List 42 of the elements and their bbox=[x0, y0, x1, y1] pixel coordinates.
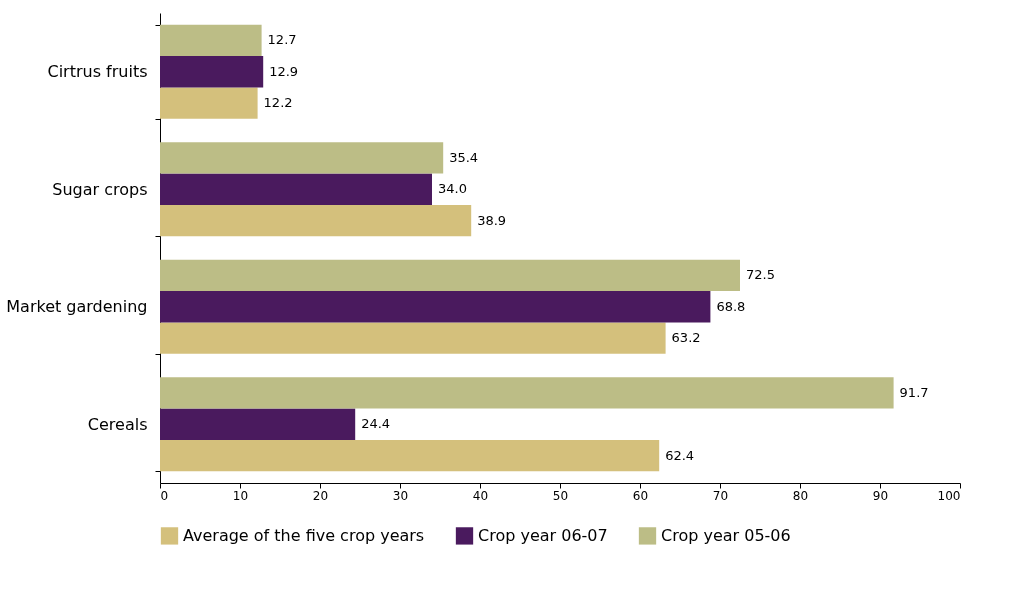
data-label: 12.7 bbox=[267, 32, 297, 48]
data-label: 38.9 bbox=[477, 212, 507, 228]
bar bbox=[160, 204, 472, 237]
y-tick-label: Sugar crops bbox=[52, 179, 148, 199]
legend-label: Crop year 05-06 bbox=[661, 525, 791, 545]
legend-label: Average of the five crop years bbox=[183, 525, 425, 545]
bar bbox=[160, 173, 432, 205]
x-tick-label: 70 bbox=[712, 488, 729, 503]
x-tick-label: 60 bbox=[632, 488, 649, 503]
bar bbox=[160, 291, 711, 323]
bar bbox=[160, 87, 258, 119]
bar bbox=[160, 259, 740, 292]
x-tick-label: 40 bbox=[472, 488, 489, 503]
data-label: 24.4 bbox=[361, 416, 391, 432]
x-tick-label: 90 bbox=[872, 488, 889, 503]
bar bbox=[160, 56, 264, 88]
x-tick-label: 20 bbox=[312, 488, 329, 503]
x-tick-label: 30 bbox=[392, 488, 409, 503]
data-label: 34.0 bbox=[438, 181, 467, 197]
bar bbox=[160, 322, 666, 354]
bar bbox=[160, 439, 660, 472]
data-label: 68.8 bbox=[716, 298, 746, 314]
y-tick-label: Cirtrus fruits bbox=[47, 62, 148, 82]
legend-label: Crop year 06-07 bbox=[478, 525, 608, 545]
data-label: 12.9 bbox=[269, 63, 299, 79]
y-tick-label: Cereals bbox=[87, 414, 148, 434]
data-label: 63.2 bbox=[671, 330, 701, 346]
bar bbox=[160, 24, 262, 57]
x-tick-label: 10 bbox=[232, 488, 249, 503]
data-label: 12.2 bbox=[263, 95, 293, 111]
data-label: 62.4 bbox=[665, 447, 695, 463]
bar bbox=[160, 377, 894, 409]
y-tick-label: Market gardening bbox=[6, 297, 148, 317]
x-tick-label: 80 bbox=[792, 488, 809, 503]
data-label: 91.7 bbox=[899, 384, 929, 400]
x-tick-label: 50 bbox=[552, 488, 569, 503]
bar bbox=[160, 408, 356, 440]
bar bbox=[160, 142, 444, 174]
data-label: 72.5 bbox=[746, 267, 775, 283]
data-label: 35.4 bbox=[449, 149, 479, 165]
x-tick-label: 100 bbox=[937, 488, 961, 503]
x-tick-label: 0 bbox=[160, 488, 169, 503]
